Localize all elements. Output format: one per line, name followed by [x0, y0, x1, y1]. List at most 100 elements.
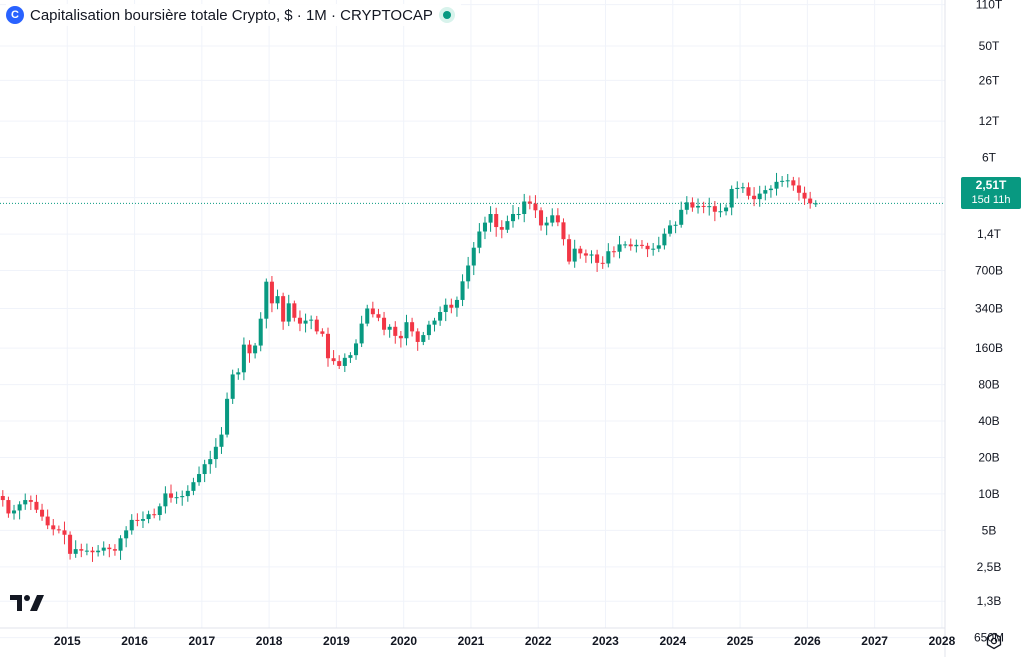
candle[interactable] — [623, 241, 628, 249]
candle[interactable] — [84, 543, 89, 556]
candle[interactable] — [645, 242, 650, 258]
candle[interactable] — [124, 526, 129, 548]
candle[interactable] — [314, 315, 319, 335]
tradingview-logo-icon[interactable] — [10, 594, 44, 612]
candle[interactable] — [23, 493, 28, 510]
candle[interactable] — [780, 176, 785, 187]
candles[interactable] — [0, 172, 818, 562]
candle[interactable] — [791, 176, 796, 191]
candle[interactable] — [269, 276, 274, 313]
candle[interactable] — [73, 540, 78, 558]
candle[interactable] — [258, 312, 263, 352]
candle[interactable] — [415, 328, 420, 351]
candle[interactable] — [101, 541, 106, 556]
candle[interactable] — [359, 315, 364, 348]
candle[interactable] — [768, 185, 773, 198]
candle[interactable] — [438, 306, 443, 326]
candle[interactable] — [583, 249, 588, 263]
candle[interactable] — [488, 206, 493, 232]
candle[interactable] — [510, 205, 516, 228]
candle[interactable] — [107, 544, 112, 558]
candle[interactable] — [561, 218, 566, 246]
candle[interactable] — [774, 172, 779, 196]
candle[interactable] — [460, 274, 465, 307]
candle[interactable] — [421, 331, 426, 346]
candle[interactable] — [376, 308, 381, 322]
candle[interactable] — [168, 484, 174, 503]
candle[interactable] — [56, 525, 61, 534]
candle[interactable] — [174, 491, 179, 504]
candle[interactable] — [757, 185, 762, 207]
candle[interactable] — [600, 256, 605, 269]
candle[interactable] — [34, 494, 39, 513]
candle[interactable] — [281, 292, 286, 330]
time-axis[interactable]: 2015 2016 2017 2018 2019 2020 2021 2022 2023 2024… — [54, 634, 956, 648]
candle[interactable] — [297, 310, 302, 332]
candle[interactable] — [79, 543, 84, 558]
candle[interactable] — [533, 195, 538, 219]
candle[interactable] — [595, 249, 600, 272]
candle[interactable] — [696, 198, 701, 214]
candle[interactable] — [651, 243, 656, 256]
candle[interactable] — [28, 495, 33, 511]
candle[interactable] — [309, 315, 314, 330]
candle[interactable] — [544, 216, 549, 236]
candle[interactable] — [813, 200, 818, 208]
candle[interactable] — [466, 256, 471, 289]
candle[interactable] — [735, 181, 740, 199]
candle[interactable] — [802, 186, 807, 205]
candle[interactable] — [152, 508, 157, 519]
candle[interactable] — [365, 304, 370, 327]
candle[interactable] — [303, 313, 308, 333]
candle[interactable] — [90, 546, 95, 562]
candle[interactable] — [426, 320, 431, 340]
candle[interactable] — [555, 208, 560, 227]
candle[interactable] — [639, 240, 644, 249]
chart-title[interactable]: Capitalisation boursière totale Crypto, … — [30, 6, 433, 24]
candle[interactable] — [578, 245, 583, 259]
candle[interactable] — [679, 201, 684, 228]
candle[interactable] — [454, 296, 459, 317]
settings-gear-icon[interactable] — [985, 632, 1003, 650]
candle[interactable] — [191, 477, 196, 496]
candle[interactable] — [140, 511, 145, 529]
candle[interactable] — [112, 544, 117, 556]
candle[interactable] — [432, 317, 437, 332]
candle[interactable] — [628, 238, 633, 251]
candle[interactable] — [96, 545, 101, 557]
candle[interactable] — [118, 535, 123, 560]
price-axis[interactable]: 110T50T26T12T6T2,8T1,4T700B340B160B80B40… — [974, 0, 1004, 645]
candle[interactable] — [499, 220, 504, 239]
candle[interactable] — [51, 519, 56, 536]
candle[interactable] — [808, 191, 813, 209]
candle[interactable] — [398, 330, 403, 348]
candle[interactable] — [701, 201, 706, 214]
candle[interactable] — [410, 317, 415, 337]
candle[interactable] — [505, 215, 510, 233]
candle[interactable] — [567, 234, 572, 265]
candle[interactable] — [247, 340, 252, 363]
candle[interactable] — [325, 327, 331, 367]
candle[interactable] — [785, 173, 790, 188]
candle[interactable] — [219, 427, 224, 454]
candle[interactable] — [611, 246, 616, 258]
candle[interactable] — [62, 521, 67, 545]
candle[interactable] — [241, 337, 246, 381]
cryptocap-symbol-icon[interactable]: C — [6, 6, 24, 24]
candle[interactable] — [129, 514, 134, 535]
candle[interactable] — [213, 438, 218, 468]
candle[interactable] — [68, 531, 73, 560]
candle[interactable] — [667, 220, 673, 237]
candle[interactable] — [656, 236, 661, 253]
candle[interactable] — [354, 339, 359, 360]
candle[interactable] — [527, 195, 532, 210]
candle[interactable] — [662, 228, 667, 250]
candle[interactable] — [673, 221, 678, 234]
candle[interactable] — [516, 207, 521, 220]
candle[interactable] — [225, 392, 230, 438]
candle[interactable] — [740, 182, 745, 193]
candle[interactable] — [393, 321, 398, 344]
candle[interactable] — [712, 200, 717, 222]
candle[interactable] — [163, 486, 168, 514]
